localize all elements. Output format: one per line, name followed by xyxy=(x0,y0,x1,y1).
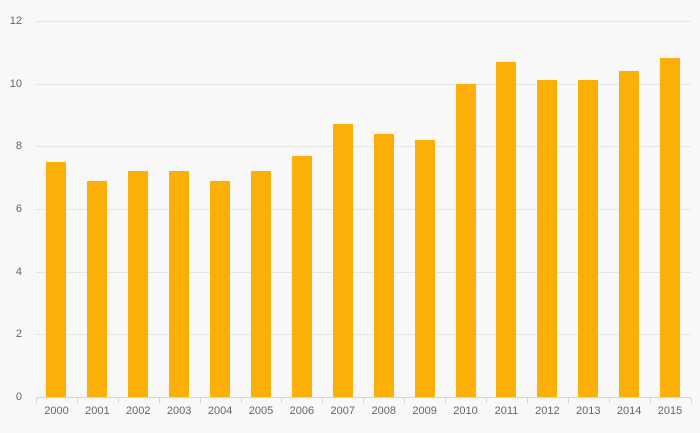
x-axis-label-2005: 2005 xyxy=(248,405,274,417)
x-axis-label-2006: 2006 xyxy=(289,405,315,417)
x-axis-label-2014: 2014 xyxy=(616,405,642,417)
x-axis-label-2013: 2013 xyxy=(575,405,601,417)
y-axis-tick-label: 2 xyxy=(15,328,22,341)
bar-2010[interactable] xyxy=(455,83,476,397)
bar-2004[interactable] xyxy=(210,180,231,397)
x-axis-tick xyxy=(240,398,242,403)
x-axis-label-2010: 2010 xyxy=(453,405,478,417)
x-axis-label-2015: 2015 xyxy=(657,405,683,417)
bar-2001[interactable] xyxy=(87,180,108,397)
x-axis-line xyxy=(36,397,691,398)
y-axis-tick-label: 0 xyxy=(15,391,22,403)
x-axis-label-2000: 2000 xyxy=(44,405,69,417)
bar-2006[interactable] xyxy=(291,155,312,397)
bar-2008[interactable] xyxy=(373,133,394,397)
y-axis-tick-label: 8 xyxy=(15,140,22,153)
x-axis-tick xyxy=(322,398,324,403)
bar-2005[interactable] xyxy=(250,171,271,397)
x-axis-label-2001: 2001 xyxy=(85,405,110,417)
x-axis-label-2012: 2012 xyxy=(535,405,560,417)
x-axis-tick xyxy=(567,398,569,403)
x-axis-tick xyxy=(158,398,160,403)
x-axis-tick xyxy=(363,398,365,403)
bar-2013[interactable] xyxy=(578,80,599,397)
bar-2011[interactable] xyxy=(496,61,517,397)
x-axis-tick xyxy=(526,398,528,403)
x-axis-tick xyxy=(281,398,283,403)
bar-2009[interactable] xyxy=(414,139,435,397)
x-axis-label-2009: 2009 xyxy=(412,405,437,417)
x-axis-tick xyxy=(199,398,201,403)
x-axis-label-2004: 2004 xyxy=(207,405,233,417)
gridline-y12 xyxy=(36,20,691,22)
bar-2015[interactable] xyxy=(660,58,681,397)
bar-2002[interactable] xyxy=(128,171,149,397)
y-axis-tick-label: 6 xyxy=(15,202,22,215)
x-axis-tick xyxy=(690,398,692,403)
bar-2003[interactable] xyxy=(169,171,190,397)
bar-2000[interactable] xyxy=(46,161,67,397)
x-axis-tick xyxy=(117,398,119,403)
x-axis-tick xyxy=(445,398,447,403)
x-axis-tick xyxy=(36,398,37,403)
x-axis-tick xyxy=(76,398,78,403)
bar-2007[interactable] xyxy=(332,124,353,397)
x-axis-tick xyxy=(608,398,610,403)
x-axis-label-2007: 2007 xyxy=(330,405,356,417)
x-axis-label-2002: 2002 xyxy=(126,405,151,417)
y-axis-tick-label: 12 xyxy=(9,14,22,27)
x-axis-tick xyxy=(404,398,406,403)
x-axis-label-2008: 2008 xyxy=(371,405,396,417)
y-axis-tick-label: 4 xyxy=(15,265,22,278)
bar-2014[interactable] xyxy=(619,70,640,397)
x-axis-tick xyxy=(649,398,651,403)
x-axis-label-2003: 2003 xyxy=(166,405,192,417)
x-axis-label-2011: 2011 xyxy=(494,405,519,417)
bar-2012[interactable] xyxy=(537,80,558,397)
y-axis-tick-label: 10 xyxy=(9,77,22,90)
x-axis-tick xyxy=(485,398,487,403)
